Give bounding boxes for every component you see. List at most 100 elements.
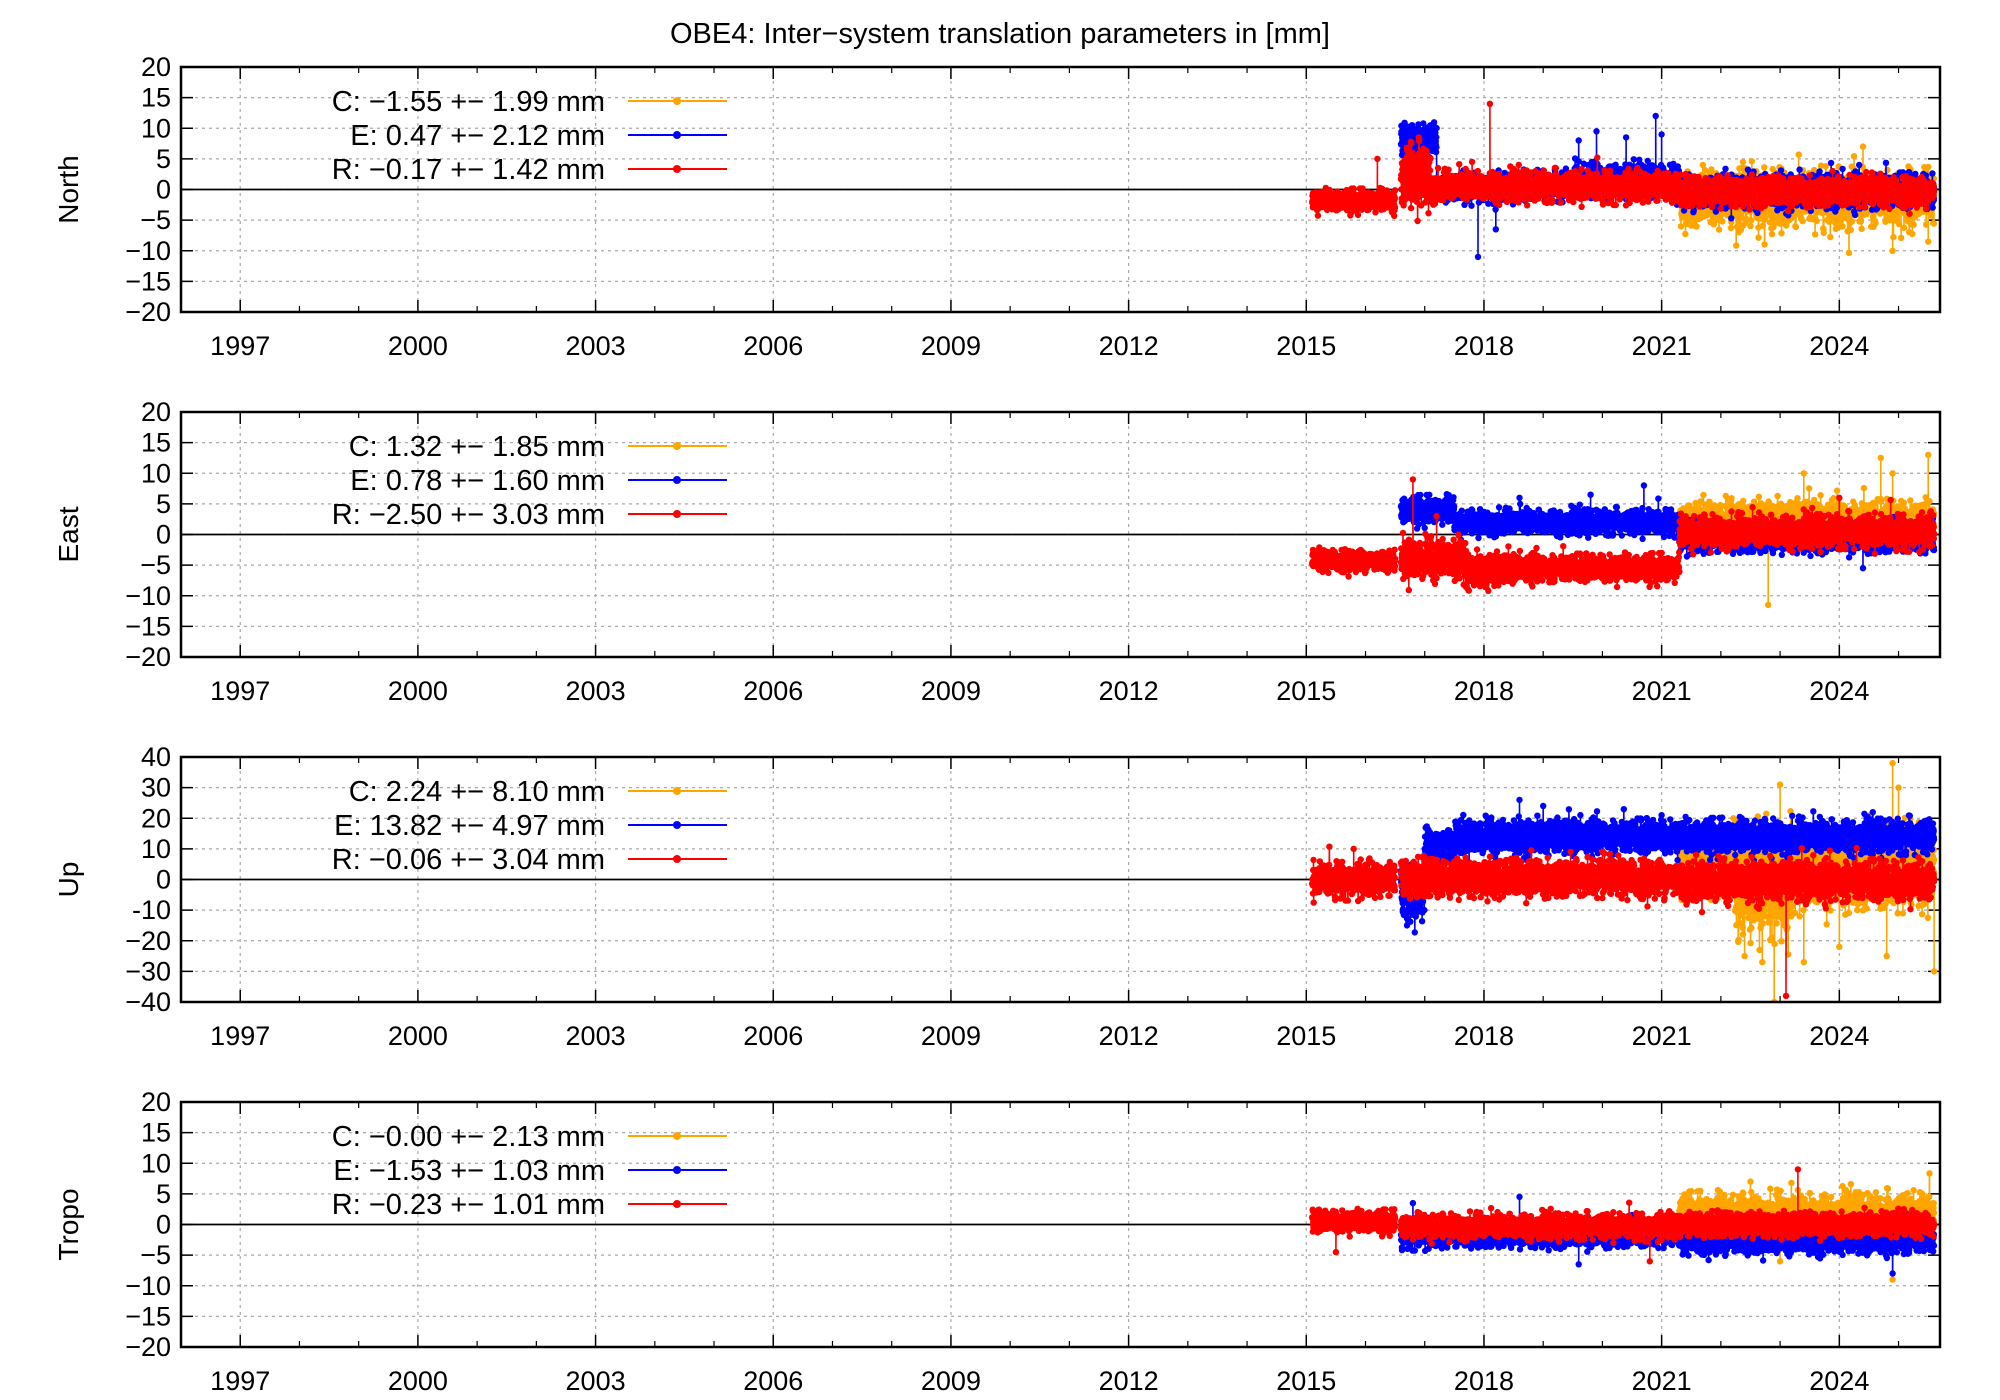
data-point-c xyxy=(1872,219,1879,227)
x-tick-label: 2006 xyxy=(743,331,803,361)
data-point-c xyxy=(1682,230,1689,238)
data-point-c xyxy=(1850,153,1858,160)
data-point-c xyxy=(1795,151,1802,158)
data-point-c xyxy=(1733,242,1740,249)
y-tick-label: 5 xyxy=(156,144,171,174)
data-point-c xyxy=(1822,163,1830,170)
data-point-c xyxy=(1839,223,1846,230)
data-point-e xyxy=(1796,166,1803,173)
chart-title: OBE4: Inter−system translation parameter… xyxy=(670,18,1330,50)
y-tick-label: −15 xyxy=(125,266,171,296)
data-point-c xyxy=(1792,223,1800,231)
data-point-c xyxy=(1923,221,1930,228)
data-point-c xyxy=(1778,230,1785,237)
y-tick-label: −20 xyxy=(125,297,171,327)
data-point-c xyxy=(1817,162,1825,169)
data-point-c xyxy=(1889,247,1896,254)
data-point-c xyxy=(1761,241,1768,248)
x-tick-label: 2021 xyxy=(1632,331,1692,361)
data-point-c xyxy=(1895,220,1903,228)
data-point-e xyxy=(1929,170,1936,177)
data-point-e xyxy=(1433,134,1440,141)
x-tick-label: 2009 xyxy=(921,331,981,361)
x-tick-label: 2003 xyxy=(566,331,626,361)
data-point-c xyxy=(1897,234,1905,242)
data-point-c xyxy=(1848,218,1856,225)
data-point-c xyxy=(1820,229,1827,237)
data-point-c xyxy=(1900,224,1908,231)
y-tick-label: 15 xyxy=(141,83,171,113)
x-tick-label: 2018 xyxy=(1454,331,1514,361)
data-point-c xyxy=(1748,217,1755,224)
data-point-c xyxy=(1811,231,1819,238)
data-point-e xyxy=(1839,165,1846,173)
data-point-c xyxy=(1739,158,1747,166)
data-point-c xyxy=(1930,220,1938,227)
data-point-e xyxy=(1492,226,1500,233)
data-point-e xyxy=(1593,128,1600,135)
data-point-c xyxy=(1761,164,1768,171)
x-tick-label: 2012 xyxy=(1099,331,1159,361)
x-tick-label: 1997 xyxy=(210,331,270,361)
data-point-e xyxy=(1474,253,1482,261)
data-point-e xyxy=(1658,131,1665,138)
x-tick-label: 2015 xyxy=(1276,331,1336,361)
data-point-c xyxy=(1859,143,1867,150)
data-point-c xyxy=(1799,217,1806,225)
data-point-e xyxy=(1827,159,1835,167)
data-point-e xyxy=(1929,204,1936,211)
data-point-c xyxy=(1693,223,1700,230)
data-point-e xyxy=(1728,215,1735,222)
data-point-e xyxy=(1468,202,1475,209)
data-point-e xyxy=(1630,156,1638,163)
data-point-e xyxy=(1722,165,1729,172)
data-point-c xyxy=(1727,224,1735,232)
data-point-e xyxy=(1433,144,1440,151)
data-point-c xyxy=(1748,158,1756,165)
data-point-c xyxy=(1858,225,1865,232)
data-point-c xyxy=(1719,218,1726,225)
data-point-c xyxy=(1768,230,1776,238)
data-point-c xyxy=(1813,217,1821,225)
data-point-e xyxy=(1575,137,1582,144)
data-point-e xyxy=(1856,161,1863,169)
data-point-c xyxy=(1766,219,1774,226)
data-point-c xyxy=(1909,230,1916,238)
data-point-c xyxy=(1759,222,1767,229)
data-point-c xyxy=(1857,216,1865,224)
data-point-c xyxy=(1747,222,1754,230)
data-point-c xyxy=(1738,213,1745,221)
x-tick-label: 2024 xyxy=(1809,331,1869,361)
data-point-e xyxy=(1622,134,1630,141)
data-point-c xyxy=(1925,238,1932,245)
data-point-c xyxy=(1847,226,1855,234)
data-point-c xyxy=(1890,233,1897,241)
data-point-e xyxy=(1652,112,1659,120)
y-tick-label: 10 xyxy=(141,113,171,143)
data-point-e xyxy=(1852,168,1859,175)
data-point-c xyxy=(1925,163,1932,171)
data-point-c xyxy=(1701,166,1709,174)
data-point-c xyxy=(1845,249,1853,257)
plot-area xyxy=(1309,100,1938,261)
y-axis-label: North xyxy=(53,155,84,223)
data-point-c xyxy=(1910,221,1917,228)
data-point-e xyxy=(1882,159,1890,166)
y-tick-label: 0 xyxy=(156,175,171,205)
data-point-c xyxy=(1715,226,1723,233)
data-point-e xyxy=(1851,211,1859,219)
data-point-c xyxy=(1699,161,1707,169)
data-point-c xyxy=(1755,234,1762,241)
y-tick-label: −5 xyxy=(140,205,171,235)
data-point-c xyxy=(1708,166,1715,173)
data-point-c xyxy=(1928,212,1935,219)
x-tick-label: 2000 xyxy=(388,331,448,361)
data-point-c xyxy=(1863,209,1871,217)
data-point-c xyxy=(1827,233,1834,241)
data-point-c xyxy=(1677,223,1685,230)
data-point-e xyxy=(1433,124,1440,132)
y-tick-label: −10 xyxy=(125,236,171,266)
